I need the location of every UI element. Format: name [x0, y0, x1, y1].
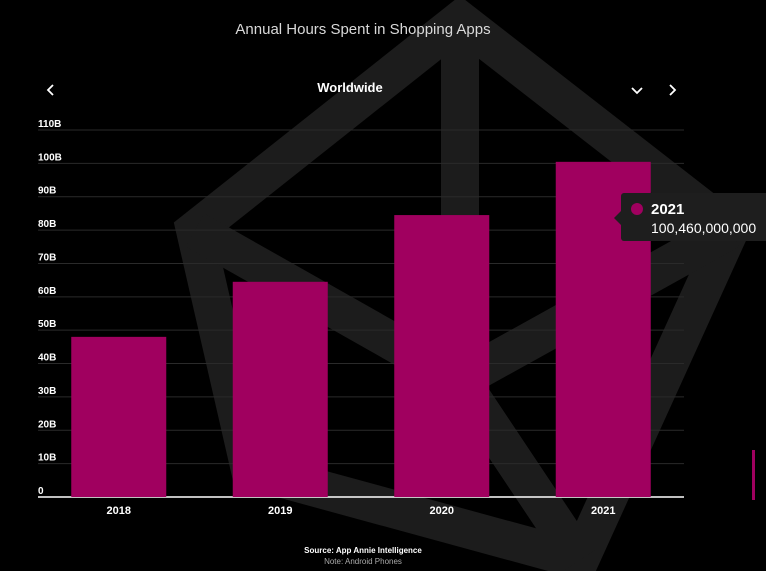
y-tick-label: 90B — [38, 186, 56, 197]
chevron-right-icon — [669, 84, 677, 96]
next-region-button[interactable] — [661, 79, 683, 101]
y-tick-label: 70B — [38, 252, 56, 263]
chevron-left-icon — [46, 84, 54, 96]
y-tick-label: 40B — [38, 353, 56, 364]
y-tick-label: 30B — [38, 386, 56, 397]
y-tick-label: 20B — [38, 419, 56, 430]
source-text: Source: App Annie Intelligence — [304, 546, 422, 555]
tooltip-series-dot — [631, 203, 643, 215]
y-tick-label: 100B — [38, 152, 62, 163]
y-tick-label: 50B — [38, 319, 56, 330]
tooltip-year: 2021 — [651, 201, 685, 218]
y-tick-label: 10B — [38, 453, 56, 464]
x-tick-label: 2018 — [107, 505, 131, 517]
value-tooltip: 2021 100,460,000,000 — [614, 193, 766, 241]
y-tick-label: 110B — [38, 119, 61, 130]
x-tick-label: 2021 — [591, 505, 615, 517]
note-text: Note: Android Phones — [324, 557, 402, 566]
x-tick-label: 2020 — [430, 505, 454, 517]
region-selector-label[interactable]: Worldwide — [317, 80, 383, 95]
bar-2018[interactable] — [71, 336, 167, 497]
y-tick-label: 60B — [38, 286, 56, 297]
tooltip-value: 100,460,000,000 — [651, 220, 757, 236]
bar-2019[interactable] — [232, 281, 328, 497]
y-tick-label: 80B — [38, 219, 56, 230]
bar-2020[interactable] — [394, 215, 490, 497]
scroll-indicator[interactable] — [752, 450, 755, 500]
region-dropdown-button[interactable] — [626, 79, 648, 101]
chart-title: Annual Hours Spent in Shopping Apps — [235, 21, 491, 38]
chevron-down-icon — [631, 87, 643, 95]
previous-region-button[interactable] — [40, 79, 62, 101]
y-tick-label: 0 — [38, 486, 44, 497]
x-tick-label: 2019 — [268, 505, 292, 517]
